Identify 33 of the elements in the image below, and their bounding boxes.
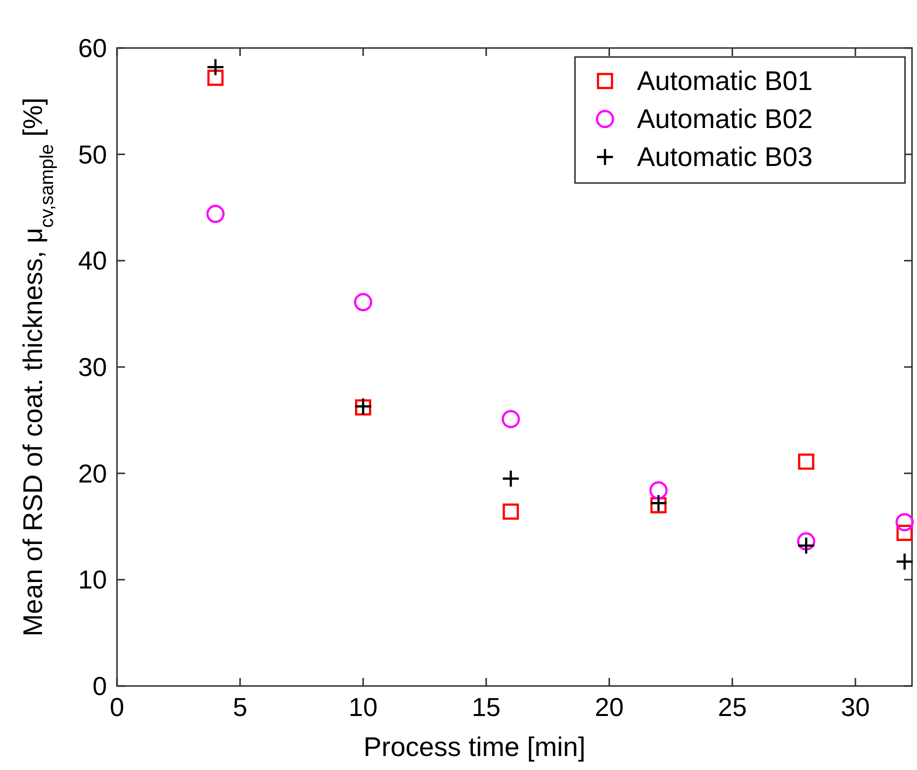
point [354, 293, 372, 312]
y-tick-label: 30 [78, 352, 107, 382]
y-tick-label: 20 [78, 458, 107, 488]
x-tick-label: 15 [472, 692, 501, 722]
point [650, 497, 667, 514]
x-tick-label: 20 [594, 692, 624, 722]
point [206, 204, 225, 223]
point [798, 454, 814, 470]
point [206, 58, 225, 76]
y-tick-label: 50 [78, 139, 107, 170]
point [797, 532, 816, 550]
x-tick-label: 10 [348, 692, 378, 722]
point [207, 70, 224, 86]
point [502, 504, 519, 520]
point [896, 513, 914, 532]
legend-label: Automatic B03 [637, 142, 813, 172]
x-tick-label: 25 [718, 692, 747, 722]
x-axis-title: Process time [min] [363, 732, 586, 762]
point [649, 481, 668, 500]
point [502, 470, 520, 488]
point [896, 524, 913, 541]
point [649, 494, 668, 512]
point [896, 552, 914, 571]
y-tick-label: 10 [78, 564, 107, 595]
point [797, 536, 816, 555]
y-tick-label: 40 [78, 246, 107, 276]
point [502, 410, 520, 428]
y-tick-label: 0 [92, 671, 107, 701]
x-tick-label: 5 [232, 692, 248, 722]
y-tick-label: 60 [78, 33, 107, 63]
legend-label: Automatic B01 [637, 66, 813, 96]
x-tick-label: 30 [840, 692, 870, 722]
legend-label: Automatic B02 [637, 104, 813, 134]
